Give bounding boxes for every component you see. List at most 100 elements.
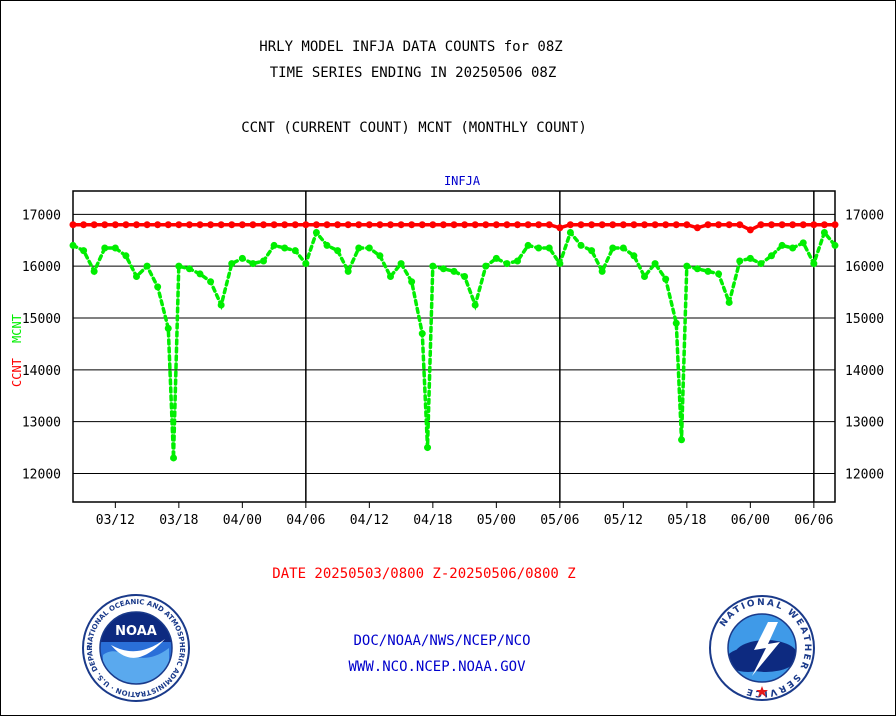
data-point-ccnt [768, 221, 775, 229]
data-point-ccnt [535, 221, 543, 229]
data-point-mcnt [725, 298, 733, 306]
x-tick-label: 03/18 [159, 513, 198, 528]
ylabel-ccnt: CCNT [10, 358, 24, 387]
data-point-mcnt [196, 270, 204, 278]
data-point-ccnt [365, 221, 373, 229]
data-point-ccnt [154, 221, 162, 229]
data-point-mcnt [651, 260, 659, 268]
y-tick-label-left: 12000 [22, 467, 61, 482]
data-point-ccnt [662, 221, 670, 229]
data-point-mcnt [418, 330, 426, 338]
y-tick-label-right: 12000 [845, 467, 884, 482]
data-point-mcnt [662, 275, 670, 283]
data-point-ccnt [397, 221, 405, 229]
data-point-ccnt [90, 221, 98, 229]
data-point-mcnt [302, 260, 310, 268]
data-point-ccnt [588, 221, 596, 229]
data-point-ccnt [641, 221, 648, 229]
data-point-mcnt [609, 244, 617, 252]
data-point-mcnt [492, 254, 500, 262]
data-point-ccnt [820, 221, 828, 229]
data-point-ccnt [217, 221, 225, 229]
data-point-mcnt [164, 324, 172, 332]
data-point-mcnt [524, 241, 532, 249]
y-tick-label-right: 15000 [845, 312, 884, 327]
y-tick-label-left: 14000 [22, 364, 61, 379]
data-point-ccnt [598, 221, 606, 229]
data-point-ccnt [408, 221, 416, 229]
data-point-mcnt [238, 254, 246, 262]
data-point-ccnt [196, 221, 204, 229]
data-point-ccnt [577, 221, 585, 229]
data-point-ccnt [312, 221, 320, 229]
data-point-ccnt [461, 221, 469, 229]
data-point-mcnt [69, 241, 77, 249]
data-point-ccnt [101, 221, 109, 229]
data-point-ccnt [725, 221, 733, 229]
data-point-mcnt [450, 267, 458, 275]
x-tick-label: 04/18 [413, 513, 452, 528]
data-point-ccnt [323, 221, 331, 229]
data-point-mcnt [429, 262, 437, 270]
data-point-ccnt [545, 221, 553, 229]
data-point-mcnt [630, 252, 638, 260]
data-point-mcnt [672, 319, 680, 327]
y-tick-label-left: 16000 [22, 260, 61, 275]
data-point-mcnt [503, 260, 511, 268]
data-point-mcnt [90, 267, 98, 275]
data-point-mcnt [588, 247, 596, 255]
data-point-ccnt [302, 221, 310, 229]
data-point-mcnt [387, 273, 394, 281]
website-link[interactable]: WWW.NCO.NCEP.NOAA.GOV [348, 659, 526, 675]
data-point-ccnt [143, 221, 151, 229]
data-point-mcnt [461, 273, 469, 281]
data-point-mcnt [757, 260, 765, 268]
x-tick-label: 05/18 [667, 513, 706, 528]
x-tick-label: 06/00 [731, 513, 770, 528]
y-tick-label-right: 13000 [845, 416, 884, 431]
data-point-ccnt [503, 221, 511, 229]
data-point-mcnt [514, 257, 521, 265]
data-point-ccnt [334, 221, 342, 229]
data-point-ccnt [715, 221, 723, 229]
data-point-ccnt [228, 221, 236, 229]
data-point-mcnt [693, 265, 701, 273]
data-point-mcnt [482, 262, 490, 270]
data-point-mcnt [376, 252, 384, 260]
data-point-ccnt [355, 221, 363, 229]
data-point-mcnt [344, 267, 352, 275]
data-point-mcnt [228, 260, 236, 268]
data-point-ccnt [693, 224, 701, 232]
data-point-ccnt [270, 221, 278, 229]
data-point-mcnt [365, 244, 373, 252]
gull-icon [111, 639, 165, 658]
data-point-mcnt [789, 244, 797, 252]
data-point-mcnt [111, 244, 119, 252]
data-point-ccnt [260, 221, 267, 229]
data-point-ccnt [376, 221, 384, 229]
data-point-ccnt [133, 221, 140, 229]
data-point-mcnt [424, 444, 432, 452]
x-tick-label: 04/00 [223, 513, 262, 528]
y-tick-label-left: 13000 [22, 416, 61, 431]
x-tick-label: 05/00 [477, 513, 516, 528]
data-point-mcnt [323, 241, 331, 249]
y-tick-label-right: 17000 [845, 208, 884, 223]
data-point-ccnt [439, 221, 447, 229]
data-point-ccnt [810, 221, 818, 229]
x-tick-label: 03/12 [96, 513, 135, 528]
data-point-mcnt [715, 270, 723, 278]
data-point-mcnt [641, 273, 648, 281]
data-point-ccnt [207, 221, 215, 229]
x-tick-label: 05/12 [604, 513, 643, 528]
data-point-ccnt [418, 221, 426, 229]
y-tick-label-right: 16000 [845, 260, 884, 275]
date-range: DATE 20250503/0800 Z-20250506/0800 Z [272, 566, 576, 582]
data-point-ccnt [514, 221, 521, 229]
data-point-ccnt [69, 221, 77, 229]
x-tick-label: 04/06 [286, 513, 325, 528]
data-point-ccnt [122, 221, 130, 229]
data-point-ccnt [736, 221, 744, 229]
chart-title-line1: HRLY MODEL INFJA DATA COUNTS for 08Z [259, 39, 563, 55]
data-point-ccnt [556, 224, 564, 232]
